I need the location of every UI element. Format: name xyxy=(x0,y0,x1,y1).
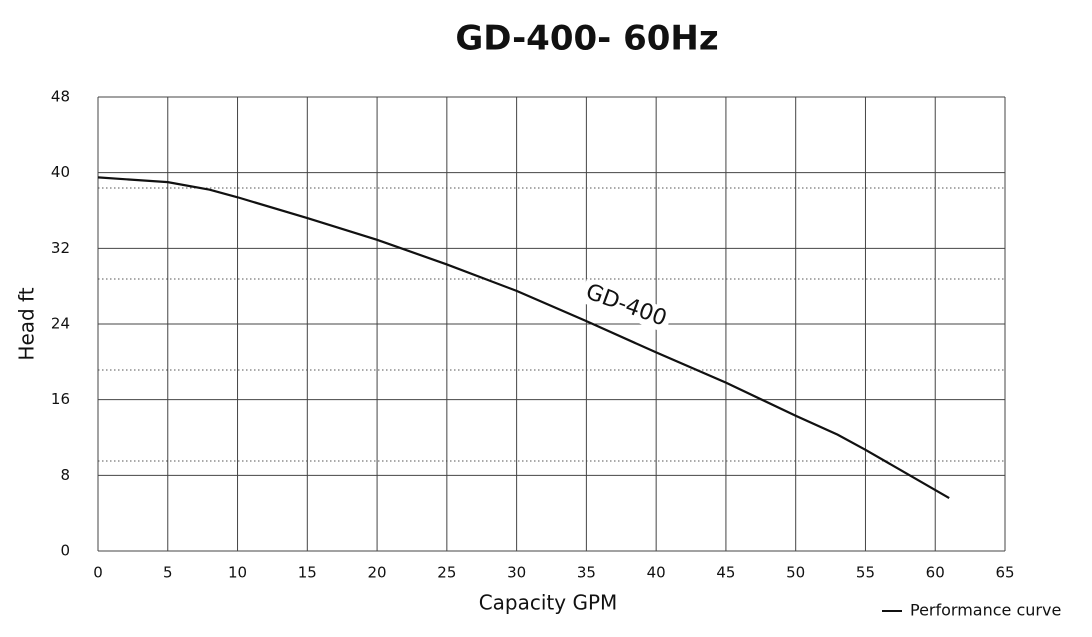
y-tick-label: 8 xyxy=(60,466,70,484)
x-tick-label: 15 xyxy=(298,564,317,582)
x-axis-label: Capacity GPM xyxy=(479,591,618,615)
x-tick-label: 45 xyxy=(716,564,735,582)
x-tick-label: 5 xyxy=(163,564,173,582)
x-tick-label: 10 xyxy=(228,564,247,582)
x-tick-label: 50 xyxy=(786,564,805,582)
x-tick-label: 60 xyxy=(926,564,945,582)
x-tick-label: 55 xyxy=(856,564,875,582)
y-tick-label: 32 xyxy=(51,239,70,257)
x-tick-label: 0 xyxy=(93,564,103,582)
x-tick-label: 25 xyxy=(437,564,456,582)
y-axis-label: Head ft xyxy=(15,287,39,360)
y-tick-label: 40 xyxy=(51,163,70,181)
x-tick-label: 30 xyxy=(507,564,526,582)
y-tick-label: 16 xyxy=(51,390,70,408)
legend-label: Performance curve xyxy=(910,601,1061,620)
x-tick-label: 65 xyxy=(995,564,1014,582)
y-tick-label: 24 xyxy=(51,315,70,333)
x-tick-label: 35 xyxy=(577,564,596,582)
secondary-grid xyxy=(98,187,1005,462)
x-tick-label: 40 xyxy=(647,564,666,582)
annotation-background xyxy=(578,278,674,334)
chart-title: GD-400- 60Hz xyxy=(455,19,718,59)
x-tick-label: 20 xyxy=(368,564,387,582)
performance-curve xyxy=(97,176,950,499)
y-tick-label: 0 xyxy=(60,542,70,560)
y-tick-label: 48 xyxy=(51,88,70,106)
